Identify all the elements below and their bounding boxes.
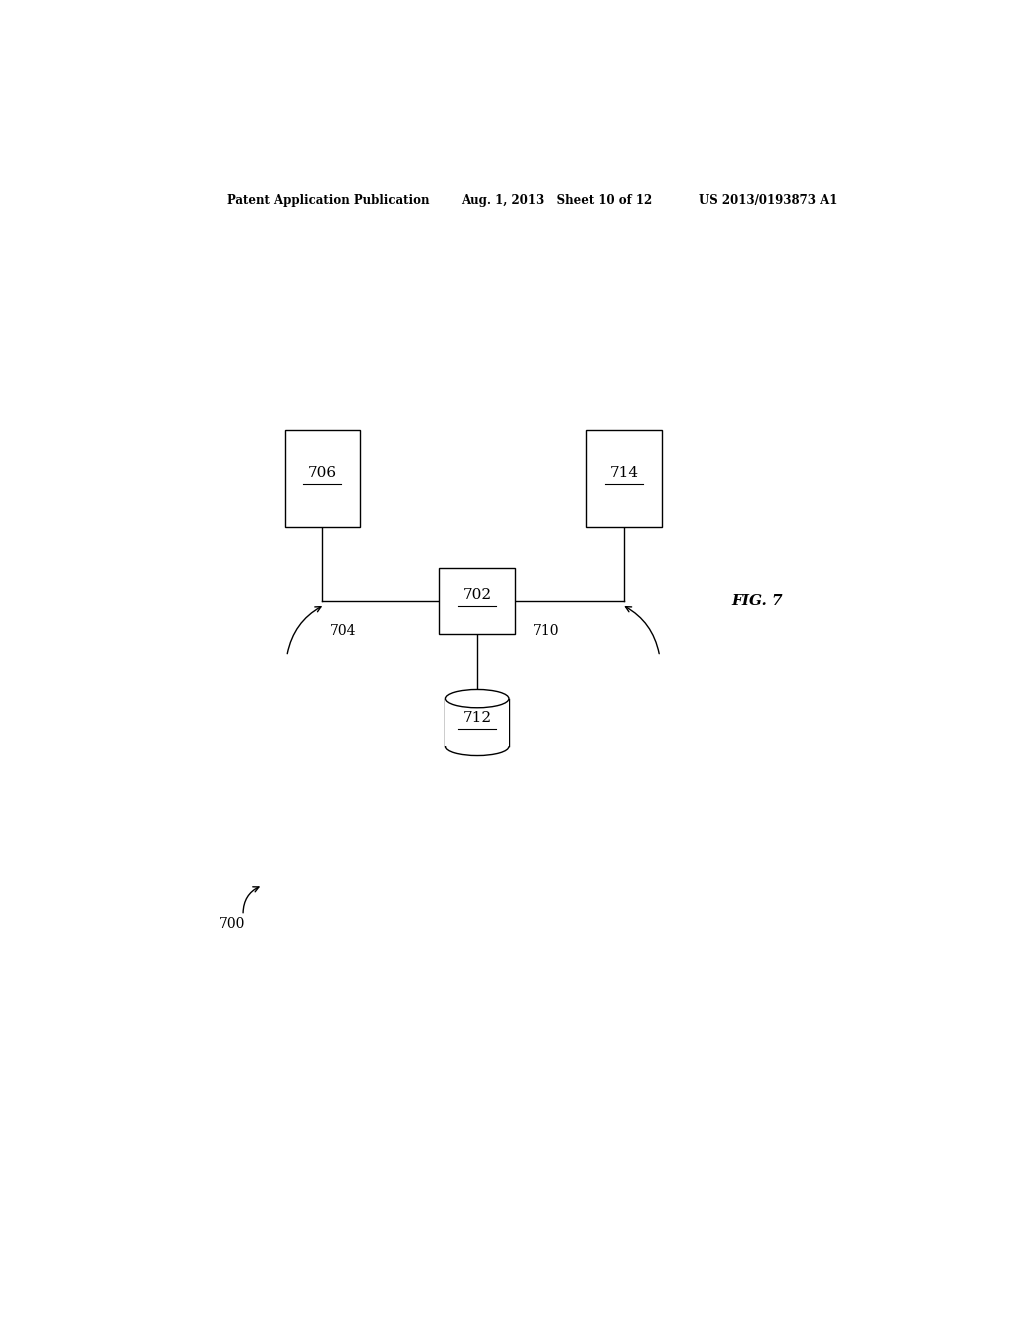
Text: 704: 704	[331, 624, 357, 638]
Text: US 2013/0193873 A1: US 2013/0193873 A1	[699, 194, 838, 207]
Bar	[285, 430, 360, 527]
Bar	[587, 430, 662, 527]
Text: Patent Application Publication: Patent Application Publication	[227, 194, 430, 207]
Text: 700: 700	[219, 917, 246, 931]
Ellipse shape	[445, 689, 509, 708]
Text: 714: 714	[609, 466, 639, 480]
Text: 706: 706	[308, 466, 337, 480]
Text: FIG. 7: FIG. 7	[731, 594, 782, 607]
Bar	[439, 568, 515, 634]
Text: 702: 702	[463, 589, 492, 602]
Bar	[445, 698, 509, 746]
Text: 710: 710	[532, 624, 559, 638]
Text: 712: 712	[463, 711, 492, 726]
Text: Aug. 1, 2013   Sheet 10 of 12: Aug. 1, 2013 Sheet 10 of 12	[461, 194, 652, 207]
